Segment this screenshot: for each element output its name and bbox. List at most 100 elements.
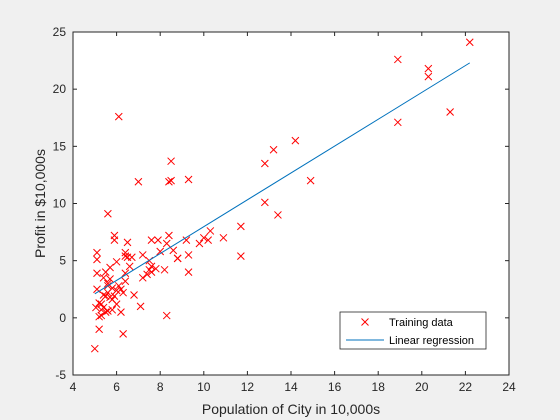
data-point	[123, 253, 132, 262]
data-point	[274, 211, 282, 219]
data-point	[136, 302, 145, 311]
data-point	[121, 269, 130, 278]
data-point	[393, 118, 402, 127]
x-tick-label: 18	[372, 380, 386, 394]
x-tick-label: 20	[415, 380, 429, 394]
data-point	[101, 308, 110, 316]
data-point	[237, 222, 245, 231]
x-tick-label: 24	[502, 380, 516, 394]
data-point	[110, 236, 119, 244]
ticks-layer: 4 6 8 10 12 14 16 18 20 22 24 -5 0 5 10 15 20 25	[53, 25, 516, 394]
data-point	[237, 252, 245, 260]
data-point	[119, 288, 127, 297]
data-point	[206, 227, 215, 235]
data-point	[106, 275, 114, 283]
data-point	[199, 233, 208, 242]
data-point	[143, 270, 151, 279]
data-point	[106, 293, 114, 302]
data-point	[104, 209, 112, 218]
y-tick-label: 5	[59, 254, 66, 268]
y-tick-label: -5	[55, 368, 66, 382]
x-tick-label: 10	[197, 380, 211, 394]
legend-label-linear-regression: Linear regression	[389, 335, 474, 347]
data-point	[165, 231, 173, 240]
data-point	[110, 292, 119, 300]
x-tick-label: 14	[284, 380, 298, 394]
data-point	[151, 264, 160, 273]
data-point	[97, 311, 106, 320]
data-point	[169, 246, 178, 255]
data-layer	[90, 38, 474, 353]
data-point	[112, 286, 121, 295]
data-point	[93, 269, 101, 278]
y-tick-label: 25	[53, 25, 67, 39]
data-point	[195, 239, 204, 248]
data-point	[101, 268, 110, 276]
data-point	[162, 311, 171, 320]
x-tick-label: 8	[157, 380, 164, 394]
data-point	[95, 325, 104, 334]
data-point	[104, 307, 112, 315]
data-point	[108, 305, 117, 314]
data-point	[147, 268, 156, 276]
data-point	[184, 175, 193, 184]
data-point	[173, 254, 182, 263]
data-point	[123, 238, 132, 247]
data-point	[393, 55, 402, 64]
data-point	[184, 268, 193, 276]
x-tick-label: 6	[113, 380, 120, 394]
data-point	[154, 236, 162, 244]
y-tick-label: 15	[53, 139, 67, 153]
data-point	[269, 145, 278, 154]
data-point	[97, 300, 106, 308]
data-point	[260, 159, 269, 168]
data-point	[424, 64, 433, 73]
data-point	[138, 251, 147, 259]
data-point	[134, 177, 143, 186]
data-point	[117, 308, 125, 316]
x-axis-label: Population of City in 10,000s	[202, 401, 380, 417]
data-point	[114, 281, 123, 290]
data-point	[165, 177, 173, 186]
data-point	[162, 239, 171, 248]
data-point	[125, 262, 134, 271]
x-tick-label: 12	[241, 380, 255, 394]
legend-box	[339, 311, 487, 350]
data-point	[182, 236, 191, 244]
data-point	[117, 285, 125, 294]
data-point	[156, 247, 165, 256]
data-point	[167, 176, 175, 185]
data-point	[99, 273, 108, 282]
data-point	[204, 236, 213, 244]
data-point	[306, 176, 315, 185]
data-point	[112, 257, 121, 266]
data-point	[104, 288, 112, 297]
data-point	[219, 233, 228, 242]
legend: Training data Linear regression	[339, 311, 487, 350]
legend-marker-x	[361, 318, 369, 326]
data-point	[95, 312, 104, 321]
data-point	[99, 291, 108, 299]
data-point	[160, 265, 169, 274]
data-point	[114, 112, 123, 121]
data-point	[147, 236, 156, 244]
data-point	[138, 273, 147, 282]
regression-line	[94, 62, 471, 295]
y-axis-label: Profit in $10,000s	[32, 149, 48, 258]
data-point	[446, 108, 454, 116]
data-point	[167, 157, 175, 166]
data-point	[121, 248, 130, 257]
data-point	[93, 255, 101, 264]
legend-marker-training-data	[361, 318, 369, 326]
data-point	[99, 303, 108, 312]
y-tick-label: 20	[53, 82, 67, 96]
x-tick-label: 22	[459, 380, 473, 394]
data-point	[184, 251, 193, 259]
data-point	[121, 277, 130, 286]
data-point	[424, 72, 433, 81]
y-tick-label: 10	[53, 197, 67, 211]
data-point	[93, 248, 101, 257]
data-point	[92, 303, 100, 312]
x-tick-label: 16	[328, 380, 342, 394]
